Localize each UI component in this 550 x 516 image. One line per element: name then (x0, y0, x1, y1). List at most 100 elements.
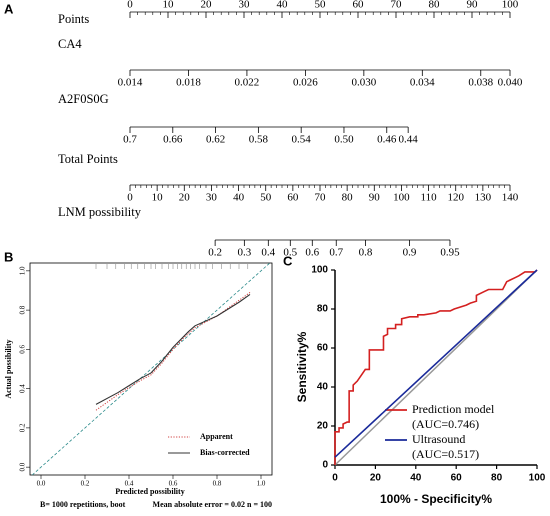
y-tick-label: 0.6 (19, 344, 27, 353)
x-tick-label: 20 (370, 473, 382, 484)
tick-label: 70 (315, 192, 327, 204)
tick-label: 80 (429, 0, 441, 11)
y-tick-label: 60 (317, 343, 329, 354)
tick-label: 0.95 (440, 247, 460, 259)
legend-label: Bias-corrected (200, 448, 250, 457)
x-tick-label: 1.0 (257, 480, 266, 488)
x-tick-label: 40 (410, 473, 422, 484)
legend-label: Prediction model (412, 402, 495, 416)
legend-sublabel: (AUC=0.517) (412, 447, 479, 461)
y-tick-label: 0.4 (19, 384, 27, 393)
tick-label: 0.030 (351, 77, 376, 89)
series-line (334, 269, 538, 458)
tick-label: 0.5 (283, 247, 297, 259)
tick-label: 0.014 (118, 77, 143, 89)
plot-frame (29, 262, 273, 476)
tick-label: 50 (315, 0, 327, 11)
x-axis-title: Predicted possibility (115, 487, 184, 496)
series-line (334, 269, 538, 465)
tick-label: 40 (233, 192, 245, 204)
tick-label: 0.034 (410, 77, 435, 89)
tick-label: 0.62 (206, 134, 225, 146)
tick-label: 130 (475, 192, 492, 204)
tick-label: 0.3 (237, 247, 251, 259)
x-tick-label: 0.8 (213, 480, 222, 488)
tick-label: 20 (201, 0, 213, 11)
legend-label: Apparent (200, 432, 233, 441)
y-tick-label: 1.0 (19, 266, 27, 275)
tick-label: 0.46 (377, 134, 397, 146)
y-tick-label: 0 (322, 460, 328, 471)
x-tick-label: 0.0 (37, 480, 46, 488)
tick-label: 0.4 (261, 247, 275, 259)
series-line (95, 293, 251, 405)
tick-label: 10 (163, 0, 175, 11)
tick-label: 0.040 (498, 77, 523, 89)
tick-label: 90 (369, 192, 381, 204)
x-tick-label: 100 (529, 473, 546, 484)
tick-label: 0.018 (176, 77, 201, 89)
tick-label: 0.54 (292, 134, 312, 146)
panel-label: A (4, 1, 14, 16)
x-tick-label: 60 (451, 473, 463, 484)
y-tick-label: 0.2 (19, 423, 27, 432)
y-tick-label: 100 (311, 265, 328, 276)
row-label: A2F0S0G (58, 92, 109, 106)
tick-label: 30 (206, 192, 218, 204)
x-tick-label: 80 (491, 473, 503, 484)
tick-label: 140 (502, 192, 519, 204)
tick-label: 80 (342, 192, 354, 204)
y-axis-title: Sensitivity% (295, 331, 309, 402)
y-tick-label: 80 (317, 304, 329, 315)
tick-label: 0.9 (403, 247, 417, 259)
legend-label: Ultrasound (412, 432, 465, 446)
y-tick-label: 0.0 (19, 462, 27, 471)
tick-label: 90 (467, 0, 479, 11)
tick-label: 0.58 (249, 134, 269, 146)
tick-label: 70 (391, 0, 403, 11)
tick-label: 110 (421, 192, 438, 204)
tick-label: 0.8 (359, 247, 373, 259)
x-tick-label: 0.4 (125, 480, 134, 488)
row-label: LNM possibility (58, 205, 142, 219)
tick-label: 100 (502, 0, 519, 11)
x-tick-label: 0.2 (81, 480, 90, 488)
tick-label: 60 (287, 192, 299, 204)
tick-label: 0.7 (123, 134, 137, 146)
tick-label: 0.6 (305, 247, 319, 259)
tick-label: 0.022 (235, 77, 260, 89)
footnote: Mean absolute error = 0.02 n = 100 (153, 500, 272, 509)
tick-label: 0.50 (334, 134, 354, 146)
tick-label: 20 (179, 192, 191, 204)
row-label: Points (58, 12, 89, 26)
tick-label: 0.026 (293, 77, 318, 89)
tick-label: 60 (353, 0, 365, 11)
tick-label: 30 (239, 0, 251, 11)
tick-label: 0.7 (329, 247, 343, 259)
tick-label: 0.038 (468, 77, 493, 89)
x-axis-title: 100% - Specificity% (380, 492, 492, 506)
tick-label: 120 (447, 192, 464, 204)
legend-sublabel: (AUC=0.746) (412, 417, 479, 431)
row-label: Total Points (58, 152, 118, 166)
footnote: B= 1000 repetitions, boot (40, 500, 126, 509)
tick-label: 100 (393, 192, 410, 204)
panel-label: B (4, 249, 13, 264)
tick-label: 0.66 (163, 134, 183, 146)
tick-label: 0.2 (208, 247, 222, 259)
x-tick-label: 0 (332, 473, 338, 484)
panel-label: C (283, 253, 293, 268)
tick-label: 0 (127, 0, 133, 11)
y-tick-label: 0.8 (19, 305, 27, 314)
reference-diagonal (334, 269, 538, 466)
row-label: CA4 (58, 37, 82, 51)
y-tick-label: 20 (317, 421, 329, 432)
reference-diagonal (31, 262, 271, 476)
series-line (95, 292, 251, 411)
tick-label: 50 (260, 192, 272, 204)
tick-label: 0 (127, 192, 133, 204)
tick-label: 10 (152, 192, 164, 204)
y-axis-title: Actual possibility (4, 339, 13, 398)
y-tick-label: 40 (317, 382, 329, 393)
